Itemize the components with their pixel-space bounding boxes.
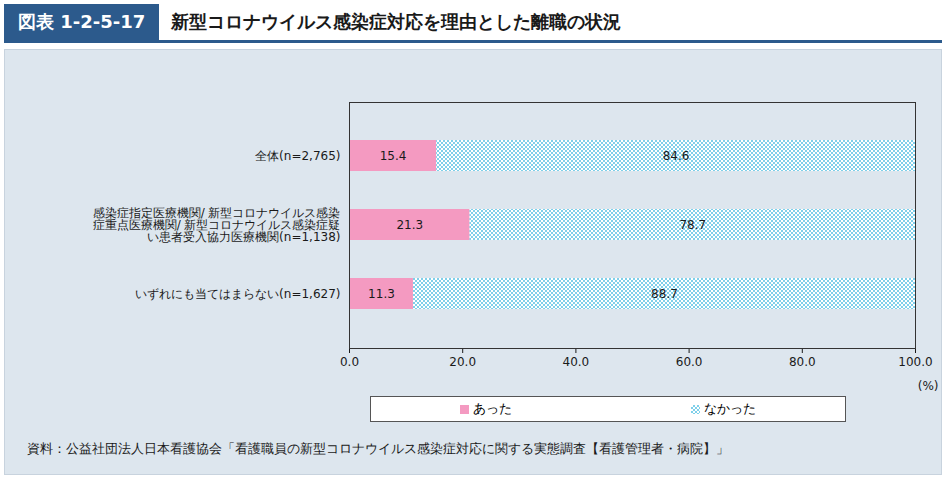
svg-text:40.0: 40.0 [563,355,590,369]
html-text:なかった: なかった [703,401,756,416]
svg-text:60.0: 60.0 [676,355,703,369]
svg-text:いずれにも当てはまらない(n=1,627): いずれにも当てはまらない(n=1,627) [135,287,340,301]
svg-text:80.0: 80.0 [789,355,816,369]
svg-text:21.3: 21.3 [396,218,423,232]
svg-text:15.4: 15.4 [380,149,407,163]
svg-text:0.0: 0.0 [340,355,359,369]
svg-text:感染症指定医療機関/ 新型コロナウイルス感染症重点医療機関/: 感染症指定医療機関/ 新型コロナウイルス感染症重点医療機関/ 新型コロナウイルス… [93,206,341,244]
svg-text:88.7: 88.7 [651,287,678,301]
html-text:図表 1-2-5-17: 図表 1-2-5-17 [18,11,146,32]
svg-text:100.0: 100.0 [898,355,932,369]
html-text:資料：公益社団法人日本看護協会「看護職員の新型コロナウイルス: 資料：公益社団法人日本看護協会「看護職員の新型コロナウイルス感染症対応に関する実… [27,441,729,456]
svg-text:20.0: 20.0 [449,355,476,369]
svg-text:(%): (%) [918,379,939,393]
html-text:新型コロナウイルス感染症対応を理由とした離職の状況: 新型コロナウイルス感染症対応を理由とした離職の状況 [171,11,622,32]
html-text:あった: あった [473,401,513,416]
svg-text:84.6: 84.6 [663,149,690,163]
svg-text:全体(n=2,765): 全体(n=2,765) [255,149,340,163]
svg-text:11.3: 11.3 [368,287,395,301]
svg-text:78.7: 78.7 [679,218,706,232]
